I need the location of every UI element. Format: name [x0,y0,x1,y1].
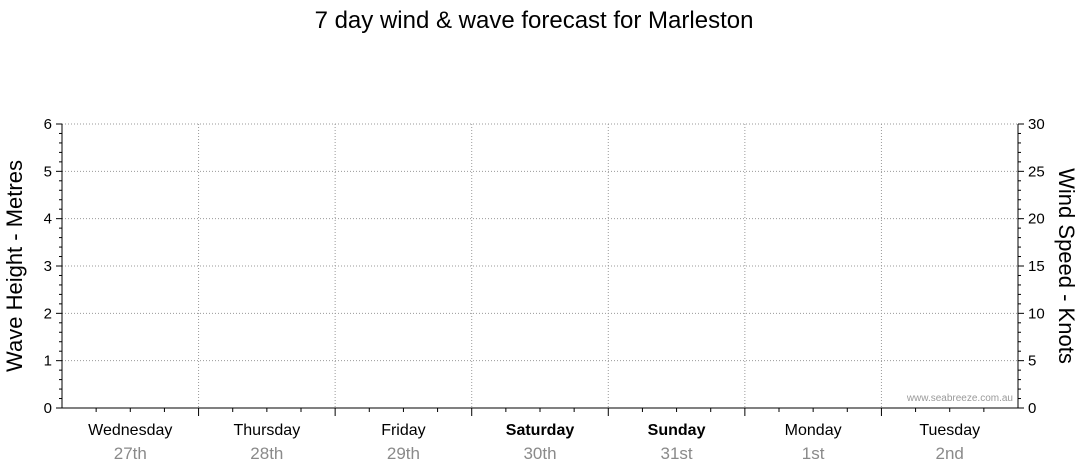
axes [61,124,1019,416]
day-name-label: Tuesday [919,422,980,439]
left-tick-label: 2 [44,305,52,322]
gridlines [62,123,1018,408]
left-tick-label: 6 [44,116,52,133]
left-tick-label: 3 [44,258,52,275]
day-labels: Wednesday 27th Thursday 28th Friday 29th Satur… [88,422,980,463]
day-date-label: 2nd [936,444,964,463]
day-name-label: Sunday [648,422,706,439]
right-tick-label: 30 [1028,116,1045,133]
right-tick-label: 0 [1028,400,1036,417]
day-date-label: 28th [250,444,283,463]
y-axis-label-right: Wind Speed - Knots [1054,168,1079,364]
left-axis-ticks: 0 1 2 3 4 5 6 [44,116,62,417]
right-axis-ticks: 0 5 10 15 20 25 30 [1018,116,1045,417]
chart-title: 7 day wind & wave forecast for Marleston [315,7,754,34]
day-name-label: Thursday [234,422,301,439]
left-tick-label: 1 [44,353,52,370]
y-axis-label-left: Wave Height - Metres [2,160,27,372]
day-date-label: 30th [523,444,556,463]
day-name-label: Wednesday [88,422,172,439]
right-tick-label: 15 [1028,258,1045,275]
day-date-label: 1st [802,444,825,463]
day-name-label: Friday [381,422,425,439]
left-tick-label: 0 [44,400,52,417]
left-tick-label: 4 [44,211,52,228]
day-date-label: 27th [114,444,147,463]
right-tick-label: 10 [1028,305,1045,322]
day-name-label: Saturday [506,422,575,439]
right-tick-label: 20 [1028,211,1045,228]
right-tick-label: 25 [1028,163,1045,180]
watermark: www.seabreeze.com.au [906,393,1013,404]
day-date-label: 31st [661,444,693,463]
day-name-label: Monday [785,422,842,439]
left-tick-label: 5 [44,163,52,180]
day-date-label: 29th [387,444,420,463]
right-tick-label: 5 [1028,353,1036,370]
